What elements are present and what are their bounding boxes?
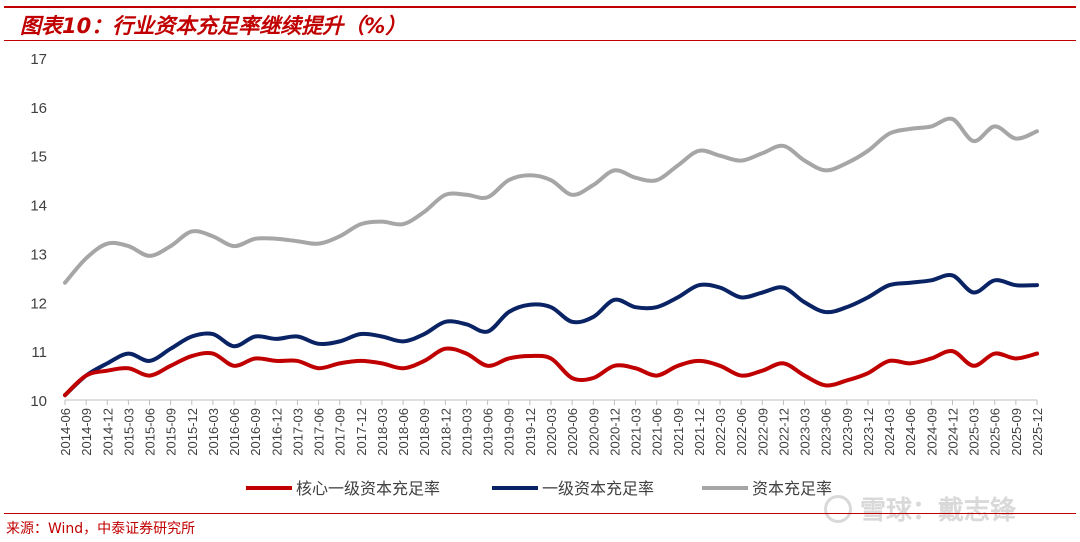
- title-rule: [4, 40, 1076, 41]
- x-tick-label: 2018-03: [375, 408, 390, 456]
- legend-label-capital-adequacy-ratio: 资本充足率: [752, 479, 832, 498]
- y-tick-label: 14: [30, 198, 47, 215]
- x-tick-label: 2021-09: [671, 408, 686, 456]
- watermark: 雪球：戴志锋: [824, 490, 1016, 527]
- x-axis: 2014-06 2014-09 2014-12 2015-03 2015-06 2015-…: [58, 399, 1045, 456]
- y-tick-label: 16: [30, 100, 47, 117]
- x-tick-label: 2020-09: [586, 408, 601, 456]
- x-tick-label: 2025-12: [1030, 408, 1045, 456]
- series-line-capital-adequacy-ratio: [63, 116, 1039, 285]
- x-tick-label: 2023-12: [861, 408, 876, 456]
- x-tick-label: 2018-09: [417, 408, 432, 456]
- x-tick-label: 2016-03: [206, 408, 221, 456]
- x-tick-label: 2025-03: [967, 408, 982, 456]
- x-tick-label: 2023-06: [819, 408, 834, 456]
- bottom-rule: [4, 513, 1076, 514]
- y-tick-label: 12: [30, 295, 47, 312]
- x-tick-label: 2014-12: [100, 408, 115, 456]
- x-tick-label: 2017-12: [354, 408, 369, 456]
- x-tick-label: 2021-03: [629, 408, 644, 456]
- x-tick-label: 2015-03: [121, 408, 136, 456]
- x-tick-label: 2021-06: [650, 408, 665, 456]
- x-tick-label: 2024-03: [882, 408, 897, 456]
- x-tick-label: 2019-12: [523, 408, 538, 456]
- x-tick-label: 2022-12: [776, 408, 791, 456]
- x-tick-label: 2022-03: [713, 408, 728, 456]
- x-tick-label: 2018-06: [396, 408, 411, 456]
- y-axis: 10 11 12 13 14 15 16 17: [30, 51, 47, 410]
- x-tick-label: 2019-03: [459, 408, 474, 456]
- x-tick-label: 2018-12: [438, 408, 453, 456]
- y-tick-label: 15: [30, 149, 47, 166]
- legend-label-core-tier1-ratio: 核心一级资本充足率: [296, 479, 440, 498]
- x-tick-label: 2015-12: [185, 408, 200, 456]
- x-tick-label: 2017-03: [290, 408, 305, 456]
- y-tick-label: 17: [30, 51, 47, 68]
- x-tick-label: 2019-09: [502, 408, 517, 456]
- source-note: 来源：Wind，中泰证券研究所: [6, 521, 196, 537]
- x-tick-label: 2019-06: [481, 408, 496, 456]
- x-tick-label: 2017-06: [312, 408, 327, 456]
- x-tick-label: 2020-06: [565, 408, 580, 456]
- x-tick-label: 2022-09: [755, 408, 770, 456]
- x-tick-label: 2014-06: [58, 408, 73, 456]
- xueqiu-logo-icon: [824, 494, 852, 523]
- y-tick-label: 13: [30, 246, 47, 263]
- x-tick-label: 2023-03: [798, 408, 813, 456]
- x-tick-label: 2016-12: [269, 408, 284, 456]
- x-tick-label: 2024-12: [945, 408, 960, 456]
- x-tick-label: 2020-03: [544, 408, 559, 456]
- x-tick-label: 2024-09: [924, 408, 939, 456]
- x-tick-label: 2025-09: [1009, 408, 1024, 456]
- x-tick-label: 2021-12: [692, 408, 707, 456]
- legend: 核心一级资本充足率 一级资本充足率 资本充足率: [246, 479, 832, 498]
- x-tick-label: 2024-06: [903, 408, 918, 456]
- series-line-tier1-ratio: [63, 272, 1039, 398]
- x-tick-label: 2015-06: [143, 408, 158, 456]
- series-lines: [63, 116, 1039, 398]
- chart-title: 图表10：行业资本充足率继续提升（%）: [20, 14, 407, 38]
- x-tick-label: 2015-09: [164, 408, 179, 456]
- y-tick-label: 11: [31, 344, 47, 361]
- x-tick-label: 2016-09: [248, 408, 263, 456]
- y-tick-label: 10: [30, 393, 47, 410]
- x-tick-label: 2016-06: [227, 408, 242, 456]
- series-line-core-tier1-ratio: [63, 346, 1039, 398]
- x-tick-label: 2014-09: [79, 408, 94, 456]
- top-rule: [4, 6, 1076, 8]
- x-tick-label: 2023-09: [840, 408, 855, 456]
- legend-label-tier1-ratio: 一级资本充足率: [542, 479, 654, 498]
- x-tick-label: 2020-12: [607, 408, 622, 456]
- x-tick-label: 2025-06: [988, 408, 1003, 456]
- x-tick-label: 2017-09: [333, 408, 348, 456]
- watermark-text: 雪球：戴志锋: [860, 496, 1017, 526]
- x-tick-label: 2022-06: [734, 408, 749, 456]
